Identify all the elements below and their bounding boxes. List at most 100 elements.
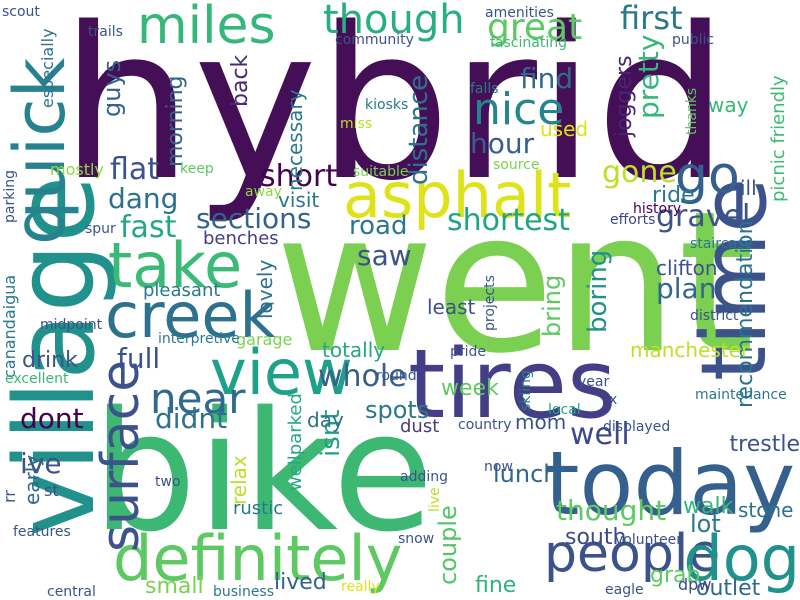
cloud-word: hour bbox=[470, 127, 535, 160]
cloud-word: rustic bbox=[233, 498, 284, 519]
cloud-word: round bbox=[376, 368, 417, 384]
cloud-word: kiosks bbox=[365, 97, 409, 113]
cloud-word: adding bbox=[400, 469, 449, 485]
cloud-word: central bbox=[47, 584, 96, 600]
cloud-word: manchester bbox=[630, 338, 750, 362]
cloud-word: visit bbox=[278, 188, 320, 212]
cloud-word: suitable bbox=[353, 164, 409, 180]
cloud-word: two bbox=[155, 474, 181, 490]
cloud-word: used bbox=[540, 117, 589, 141]
cloud-word: plan bbox=[656, 272, 717, 305]
cloud-word: small bbox=[145, 574, 204, 599]
cloud-word: whole bbox=[318, 359, 407, 394]
cloud-word: keep bbox=[180, 161, 214, 177]
cloud-word: though bbox=[323, 0, 465, 43]
cloud-word: pride bbox=[450, 344, 487, 360]
cloud-word: maintenance bbox=[695, 387, 787, 403]
cloud-word: couple bbox=[434, 505, 462, 585]
cloud-word: eagle bbox=[605, 582, 644, 598]
cloud-word: falls bbox=[470, 81, 499, 97]
cloud-word: scout bbox=[2, 4, 40, 20]
cloud-word: ride bbox=[652, 183, 695, 208]
cloud-word: flat bbox=[110, 152, 160, 187]
cloud-word: midpoint bbox=[40, 317, 103, 333]
cloud-word: lovely bbox=[253, 259, 277, 319]
cloud-word: today bbox=[545, 432, 796, 535]
cloud-word: projects bbox=[482, 275, 498, 331]
cloud-word: picnic friendly bbox=[768, 75, 789, 202]
cloud-word: interpretive bbox=[158, 331, 240, 347]
cloud-word: necessary bbox=[283, 89, 307, 191]
cloud-word: south bbox=[565, 525, 627, 550]
cloud-word: definitely bbox=[113, 522, 403, 595]
cloud-word: boring bbox=[583, 249, 613, 333]
cloud-word: gone bbox=[602, 155, 677, 190]
cloud-word: local bbox=[548, 402, 581, 418]
cloud-word: distance bbox=[404, 74, 434, 185]
cloud-word: amenities bbox=[485, 5, 554, 21]
cloud-word: find bbox=[520, 62, 574, 95]
cloud-word: tires bbox=[408, 330, 617, 440]
cloud-word: saw bbox=[357, 239, 412, 272]
cloud-word: shortest bbox=[447, 203, 570, 238]
cloud-word: features bbox=[13, 524, 71, 540]
cloud-word: dog bbox=[683, 522, 800, 595]
cloud-word: st bbox=[44, 481, 59, 500]
cloud-word: x bbox=[609, 392, 618, 408]
cloud-word: totally bbox=[322, 338, 386, 362]
cloud-word: nice bbox=[473, 84, 565, 135]
cloud-word: thanks bbox=[684, 87, 700, 135]
cloud-word: least bbox=[427, 295, 476, 319]
cloud-word: garage bbox=[236, 330, 293, 349]
cloud-word: public bbox=[672, 32, 715, 48]
cloud-word: dust bbox=[400, 416, 440, 437]
cloud-word: skiing bbox=[518, 370, 534, 411]
cloud-word: fascinating bbox=[490, 35, 567, 51]
cloud-word: hybrid bbox=[60, 0, 729, 227]
cloud-word: dont bbox=[20, 402, 84, 435]
cloud-word: guys bbox=[98, 59, 126, 117]
cloud-word: snow bbox=[398, 531, 435, 547]
cloud-word: rr bbox=[0, 490, 19, 503]
cloud-word: history bbox=[633, 201, 682, 217]
cloud-word: lived bbox=[274, 570, 327, 595]
cloud-word: country bbox=[458, 417, 512, 433]
cloud-word: dang bbox=[108, 182, 179, 215]
cloud-word: great bbox=[487, 7, 583, 48]
cloud-word: especially bbox=[38, 28, 57, 108]
cloud-word: drink bbox=[22, 348, 78, 373]
cloud-word: sections bbox=[196, 202, 312, 235]
cloud-word: miss bbox=[340, 116, 373, 132]
cloud-word: source bbox=[493, 157, 540, 173]
cloud-word: mostly bbox=[50, 160, 104, 179]
cloud-word: view bbox=[210, 336, 353, 409]
cloud-word: joggers bbox=[612, 55, 637, 137]
cloud-word: volunteer bbox=[615, 532, 682, 548]
cloud-word: parking bbox=[2, 170, 18, 223]
cloud-word: trails bbox=[88, 24, 123, 40]
cloud-word: week bbox=[441, 376, 499, 401]
cloud-word: business bbox=[213, 584, 275, 600]
cloud-word: bike bbox=[92, 376, 434, 568]
cloud-word: surface bbox=[91, 359, 151, 552]
cloud-word: short bbox=[260, 159, 338, 194]
cloud-word: didnt bbox=[155, 402, 228, 435]
cloud-word: gravel bbox=[656, 199, 751, 234]
cloud-word: early bbox=[20, 454, 44, 505]
cloud-word: away bbox=[245, 184, 282, 200]
cloud-word: year bbox=[578, 374, 610, 390]
cloud-word: people bbox=[544, 524, 721, 584]
cloud-word: way bbox=[708, 93, 749, 117]
cloud-word: live bbox=[427, 487, 443, 512]
cloud-word: district bbox=[690, 308, 739, 324]
cloud-word: lot bbox=[690, 510, 721, 538]
cloud-word: miles bbox=[137, 0, 276, 56]
cloud-word: ive bbox=[20, 447, 62, 480]
cloud-word: back bbox=[228, 54, 253, 107]
cloud-word: full bbox=[117, 342, 161, 375]
cloud-word: wellparked bbox=[285, 393, 306, 491]
cloud-word: now bbox=[484, 459, 513, 475]
cloud-word: grab bbox=[650, 563, 701, 588]
cloud-word: spur bbox=[85, 221, 116, 237]
